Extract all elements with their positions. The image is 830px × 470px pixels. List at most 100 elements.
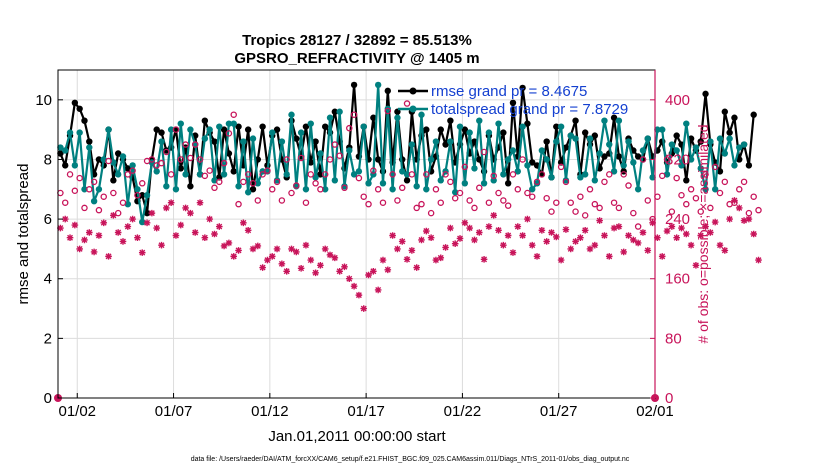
totalspread-point — [606, 141, 613, 148]
obs-possible-point — [427, 209, 435, 217]
rmse-point — [216, 174, 223, 181]
totalspread-point — [500, 171, 507, 178]
obs-possible-point — [634, 223, 642, 230]
totalspread-point — [90, 198, 98, 205]
rmse-point — [529, 159, 536, 166]
totalspread-point — [350, 171, 358, 178]
totalspread-point — [95, 186, 103, 193]
rmse-point — [177, 165, 184, 172]
obs-assimilated-point — [172, 232, 180, 239]
obs-assimilated-point — [201, 234, 209, 242]
obs-assimilated-point — [682, 230, 690, 238]
obs-assimilated-point — [90, 248, 98, 256]
obs-assimilated-point — [634, 239, 642, 247]
obs-assimilated-point — [76, 245, 83, 253]
obs-possible-point — [514, 186, 522, 193]
rmse-point — [273, 126, 281, 133]
obs-possible-point — [485, 199, 493, 206]
obs-possible-point — [533, 178, 541, 186]
totalspread-point — [692, 144, 700, 151]
obs-assimilated-point — [384, 266, 392, 274]
obs-assimilated-point — [437, 254, 445, 262]
obs-possible-point — [264, 167, 271, 174]
totalspread-point — [187, 126, 194, 133]
rmse-point — [557, 159, 565, 166]
rmse-point — [163, 147, 170, 154]
totalspread-point — [167, 126, 175, 133]
obs-possible-point — [683, 200, 690, 208]
obs-assimilated-point — [71, 221, 79, 229]
totalspread-point — [143, 192, 151, 199]
obs-possible-point — [355, 174, 363, 182]
obs-possible-point — [110, 189, 117, 197]
obs-assimilated-point — [167, 199, 175, 206]
rmse-point — [331, 108, 339, 115]
rmse-point — [553, 123, 560, 130]
obs-assimilated-point — [206, 215, 213, 223]
obs-possible-point — [370, 167, 377, 174]
obs-assimilated-point — [504, 232, 512, 239]
obs-possible-point — [586, 186, 594, 193]
obs-possible-point — [471, 204, 478, 212]
totalspread-point — [461, 180, 469, 187]
obs-assimilated-point — [726, 215, 733, 223]
totalspread-point — [254, 180, 262, 187]
obs-possible-point — [418, 200, 425, 208]
obs-assimilated-point — [119, 238, 127, 245]
obs-assimilated-point — [485, 223, 493, 230]
obs-assimilated-point — [57, 224, 64, 232]
totalspread-point — [206, 126, 213, 133]
obs-assimilated-point — [225, 239, 233, 247]
rmse-point — [731, 114, 738, 121]
obs-assimilated-point — [341, 263, 348, 271]
totalspread-point — [432, 138, 440, 145]
obs-assimilated-point — [735, 204, 743, 212]
totalspread-point — [634, 186, 642, 193]
totalspread-point — [678, 162, 685, 169]
totalspread-point — [244, 189, 252, 196]
rmse-point — [312, 138, 319, 145]
obs-possible-point — [312, 180, 319, 187]
totalspread-point — [533, 180, 541, 187]
obs-assimilated-point — [538, 226, 546, 234]
totalspread-point — [524, 162, 531, 169]
obs-assimilated-point — [755, 256, 762, 264]
obs-assimilated-point — [605, 253, 613, 260]
rmse-point — [220, 126, 228, 133]
rmse-point — [716, 168, 724, 175]
obs-assimilated-point — [745, 215, 753, 223]
obs-possible-point — [490, 172, 497, 180]
obs-possible-point — [331, 141, 339, 148]
totalspread-point — [577, 174, 584, 181]
totalspread-point — [586, 135, 594, 142]
totalspread-point — [673, 147, 680, 154]
obs-assimilated-point — [466, 224, 473, 232]
obs-assimilated-point — [163, 204, 170, 212]
totalspread-point — [548, 174, 555, 181]
obs-assimilated-point — [707, 229, 714, 236]
totalspread-point — [538, 147, 546, 154]
totalspread-point — [716, 135, 724, 142]
totalspread-point — [322, 186, 329, 193]
totalspread-point — [302, 186, 310, 193]
obs-possible-point — [702, 171, 709, 178]
obs-assimilated-point — [249, 245, 257, 253]
obs-possible-point — [620, 171, 627, 178]
obs-possible-point — [557, 163, 565, 171]
totalspread-point — [581, 171, 589, 178]
obs-assimilated-point — [461, 219, 469, 227]
obs-possible-point — [504, 202, 512, 209]
totalspread-point — [447, 138, 454, 145]
y-right-tick-label: 160 — [665, 271, 690, 288]
totalspread-point — [740, 141, 748, 148]
y-right-tick-label: 0 — [665, 390, 673, 407]
obs-possible-point — [466, 197, 473, 204]
obs-possible-point — [254, 197, 262, 204]
totalspread-point — [620, 162, 627, 169]
obs-assimilated-point — [630, 236, 637, 244]
obs-possible-point — [596, 204, 603, 212]
obs-possible-point — [394, 197, 401, 204]
totalspread-point — [114, 171, 122, 178]
totalspread-point — [399, 168, 406, 175]
obs-assimilated-point — [562, 226, 570, 233]
